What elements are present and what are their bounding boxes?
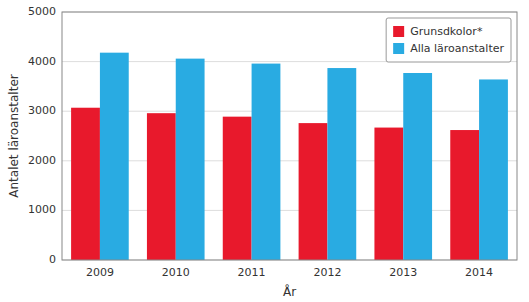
y-tick-label: 5000 xyxy=(28,5,56,18)
bar xyxy=(299,123,328,260)
legend-swatch xyxy=(393,43,404,54)
y-tick-label: 2000 xyxy=(28,154,56,167)
legend: Grunsdkolor* Alla läroanstalter xyxy=(386,18,511,62)
x-tick-label: 2013 xyxy=(389,266,417,279)
grid-line xyxy=(62,111,517,112)
legend-box xyxy=(386,18,511,62)
x-tick-label: 2009 xyxy=(86,266,114,279)
legend-label: Grunsdkolor* xyxy=(410,25,483,38)
bar xyxy=(223,117,252,260)
bar xyxy=(479,79,508,260)
bar xyxy=(147,113,176,260)
x-axis-label: År xyxy=(283,284,296,299)
bar xyxy=(450,130,479,260)
x-tick-label: 2012 xyxy=(313,266,341,279)
grid-line xyxy=(62,160,517,161)
x-tick-label: 2010 xyxy=(162,266,190,279)
bar xyxy=(374,128,403,260)
y-tick-label: 4000 xyxy=(28,55,56,68)
grid xyxy=(62,12,517,260)
y-tick-label: 0 xyxy=(49,253,56,266)
chart: 0 1000 2000 3000 4000 5000 2009 2010 2011 2012 201… xyxy=(0,0,529,302)
bar xyxy=(327,68,356,260)
bar xyxy=(252,64,281,260)
x-tick-label: 2014 xyxy=(465,266,493,279)
bar xyxy=(403,73,432,260)
legend-swatch xyxy=(393,26,404,37)
bar xyxy=(100,53,129,260)
chart-container: 0 1000 2000 3000 4000 5000 2009 2010 2011 2012 201… xyxy=(0,0,529,302)
y-tick-label: 3000 xyxy=(28,104,56,117)
grid-line xyxy=(62,210,517,211)
bar xyxy=(71,108,100,260)
bars xyxy=(71,53,508,260)
y-tick-label: 1000 xyxy=(28,203,56,216)
plot-frame xyxy=(62,12,517,260)
legend-label: Alla läroanstalter xyxy=(410,42,504,55)
bar xyxy=(176,59,205,260)
x-tick-label: 2011 xyxy=(238,266,266,279)
y-axis-label: Antalet läroanstalter xyxy=(7,74,21,198)
